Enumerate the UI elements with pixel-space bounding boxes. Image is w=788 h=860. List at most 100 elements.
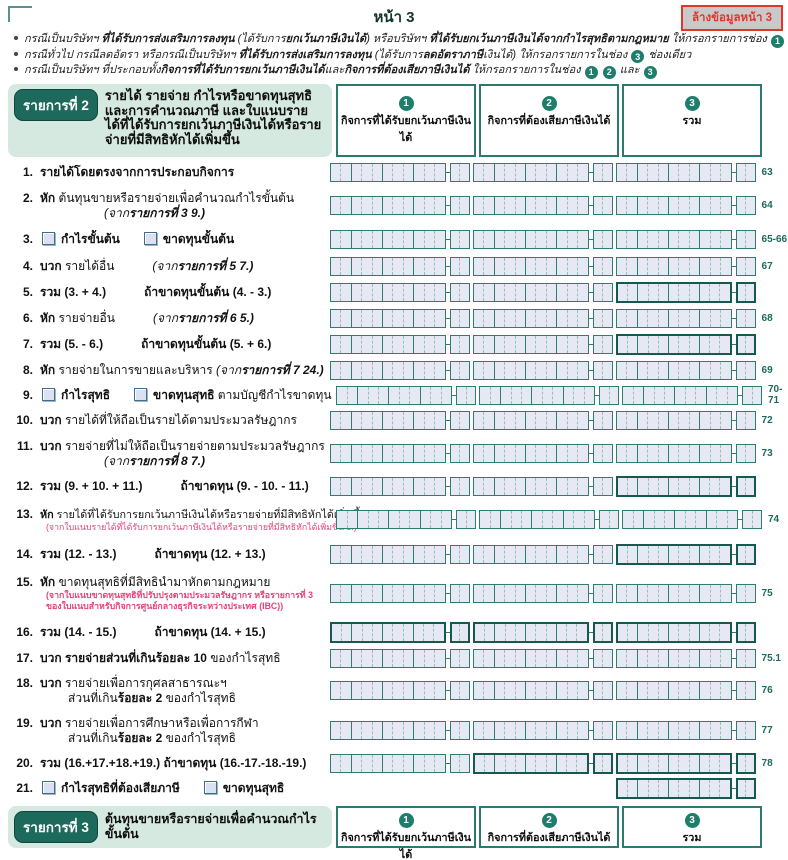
digit-cell	[352, 624, 361, 641]
amount-field-col1[interactable]	[329, 476, 470, 497]
digit-cell	[402, 754, 413, 772]
digit-cell	[638, 197, 647, 214]
amount-field-col2[interactable]	[472, 411, 613, 431]
amount-field-col2[interactable]	[472, 257, 613, 277]
amount-field-col3[interactable]	[615, 752, 756, 774]
amount-field-col3[interactable]	[615, 162, 756, 182]
amount-field-col3[interactable]	[615, 648, 756, 668]
digit-cell	[647, 624, 658, 642]
digit-cell	[647, 197, 657, 215]
digit-group	[636, 412, 668, 430]
digit-cell	[577, 477, 587, 495]
amount-field-col1[interactable]	[329, 334, 470, 355]
amount-field-col3[interactable]	[615, 681, 756, 701]
digit-group	[381, 310, 413, 328]
amount-field-col3[interactable]	[615, 360, 756, 380]
amount-field-col3[interactable]	[615, 444, 756, 464]
amount-field-col2[interactable]	[472, 544, 613, 565]
amount-field-col2[interactable]	[479, 385, 619, 405]
satang-box	[449, 257, 470, 277]
digit-group	[381, 258, 413, 276]
amount-field-col1[interactable]	[329, 444, 470, 464]
check-item: กำไรขั้นต้น	[40, 232, 120, 246]
digit-cell	[669, 310, 678, 327]
amount-field-col3[interactable]	[615, 411, 756, 431]
row-fields	[329, 162, 759, 182]
amount-field-col2[interactable]	[472, 476, 613, 497]
clear-page-button[interactable]: ล้างข้อมูลหน้า 3	[680, 5, 783, 31]
amount-field-col1[interactable]	[329, 257, 470, 277]
amount-field-col2[interactable]	[472, 681, 613, 701]
form-row-1: 1. รายได้โดยตรงจากการประกอบกิจการ 63	[0, 159, 788, 186]
digit-cell	[617, 310, 627, 327]
digit-cell	[340, 258, 351, 276]
digit-cell	[738, 755, 746, 772]
amount-field-col1[interactable]	[329, 648, 470, 668]
satang-dash	[445, 762, 450, 764]
amount-field-col3[interactable]	[622, 385, 762, 405]
amount-field-col2[interactable]	[472, 648, 613, 668]
digit-group	[474, 445, 494, 463]
amount-field-col3[interactable]	[622, 510, 762, 530]
checkbox-21-1[interactable]	[42, 780, 55, 794]
amount-field-col3[interactable]	[615, 622, 756, 644]
digit-cell	[457, 387, 466, 404]
amount-field-col2[interactable]	[472, 162, 613, 182]
amount-field-col3[interactable]	[615, 196, 756, 216]
amount-field-col2[interactable]	[479, 510, 619, 530]
amount-field-col2[interactable]	[472, 444, 613, 464]
amount-field-col3[interactable]	[615, 721, 756, 741]
digit-group	[350, 722, 382, 740]
digit-cell	[617, 445, 627, 462]
amount-digit-boxes	[329, 444, 446, 464]
checkbox-9-1[interactable]	[42, 387, 55, 401]
checkbox-3-1[interactable]	[42, 232, 55, 246]
amount-field-col1[interactable]	[329, 196, 470, 216]
amount-field-col1[interactable]	[329, 681, 470, 701]
amount-field-col3[interactable]	[615, 584, 756, 604]
amount-field-col1[interactable]	[329, 544, 470, 565]
digit-group	[494, 754, 525, 772]
amount-field-col1[interactable]	[329, 753, 470, 774]
amount-digit-boxes	[472, 721, 589, 741]
label-segment: ช่องเดียว	[645, 48, 692, 61]
checkbox-3-2[interactable]	[143, 232, 157, 246]
amount-field-col1[interactable]	[329, 309, 470, 329]
amount-field-col1[interactable]	[329, 360, 470, 380]
amount-digit-boxes	[329, 753, 446, 773]
amount-field-col2[interactable]	[472, 282, 613, 303]
amount-field-col2[interactable]	[472, 230, 613, 250]
amount-field-col3[interactable]	[615, 309, 756, 329]
amount-field-col3[interactable]	[615, 334, 756, 356]
amount-field-col2[interactable]	[472, 584, 613, 604]
amount-field-col1[interactable]	[329, 162, 470, 182]
amount-field-col2[interactable]	[472, 752, 613, 774]
digit-group	[524, 477, 556, 495]
digit-cell	[414, 445, 423, 462]
label-segment: บวก	[40, 439, 62, 454]
amount-field-col3[interactable]	[615, 257, 756, 277]
amount-field-col1[interactable]	[329, 622, 470, 644]
digit-cell	[352, 362, 361, 379]
amount-field-col1[interactable]	[329, 721, 470, 741]
amount-field-col3[interactable]	[615, 777, 756, 799]
amount-field-col1[interactable]	[329, 584, 470, 604]
amount-field-col2[interactable]	[472, 334, 613, 355]
amount-field-col3[interactable]	[615, 475, 756, 497]
amount-field-col2[interactable]	[472, 309, 613, 329]
amount-field-col2[interactable]	[472, 360, 613, 380]
amount-field-col1[interactable]	[329, 230, 470, 250]
amount-field-col1[interactable]	[329, 282, 470, 303]
amount-field-col1[interactable]	[329, 411, 470, 431]
amount-field-col2[interactable]	[472, 196, 613, 216]
checkbox-9-2[interactable]	[134, 387, 148, 401]
digit-group	[556, 545, 587, 563]
amount-field-col1[interactable]	[336, 510, 476, 530]
amount-field-col3[interactable]	[615, 230, 756, 250]
amount-field-col3[interactable]	[615, 282, 756, 304]
amount-field-col2[interactable]	[472, 721, 613, 741]
amount-field-col3[interactable]	[615, 543, 756, 565]
amount-field-col2[interactable]	[472, 622, 613, 644]
amount-field-col1[interactable]	[336, 385, 476, 405]
checkbox-21-2[interactable]	[203, 780, 217, 794]
